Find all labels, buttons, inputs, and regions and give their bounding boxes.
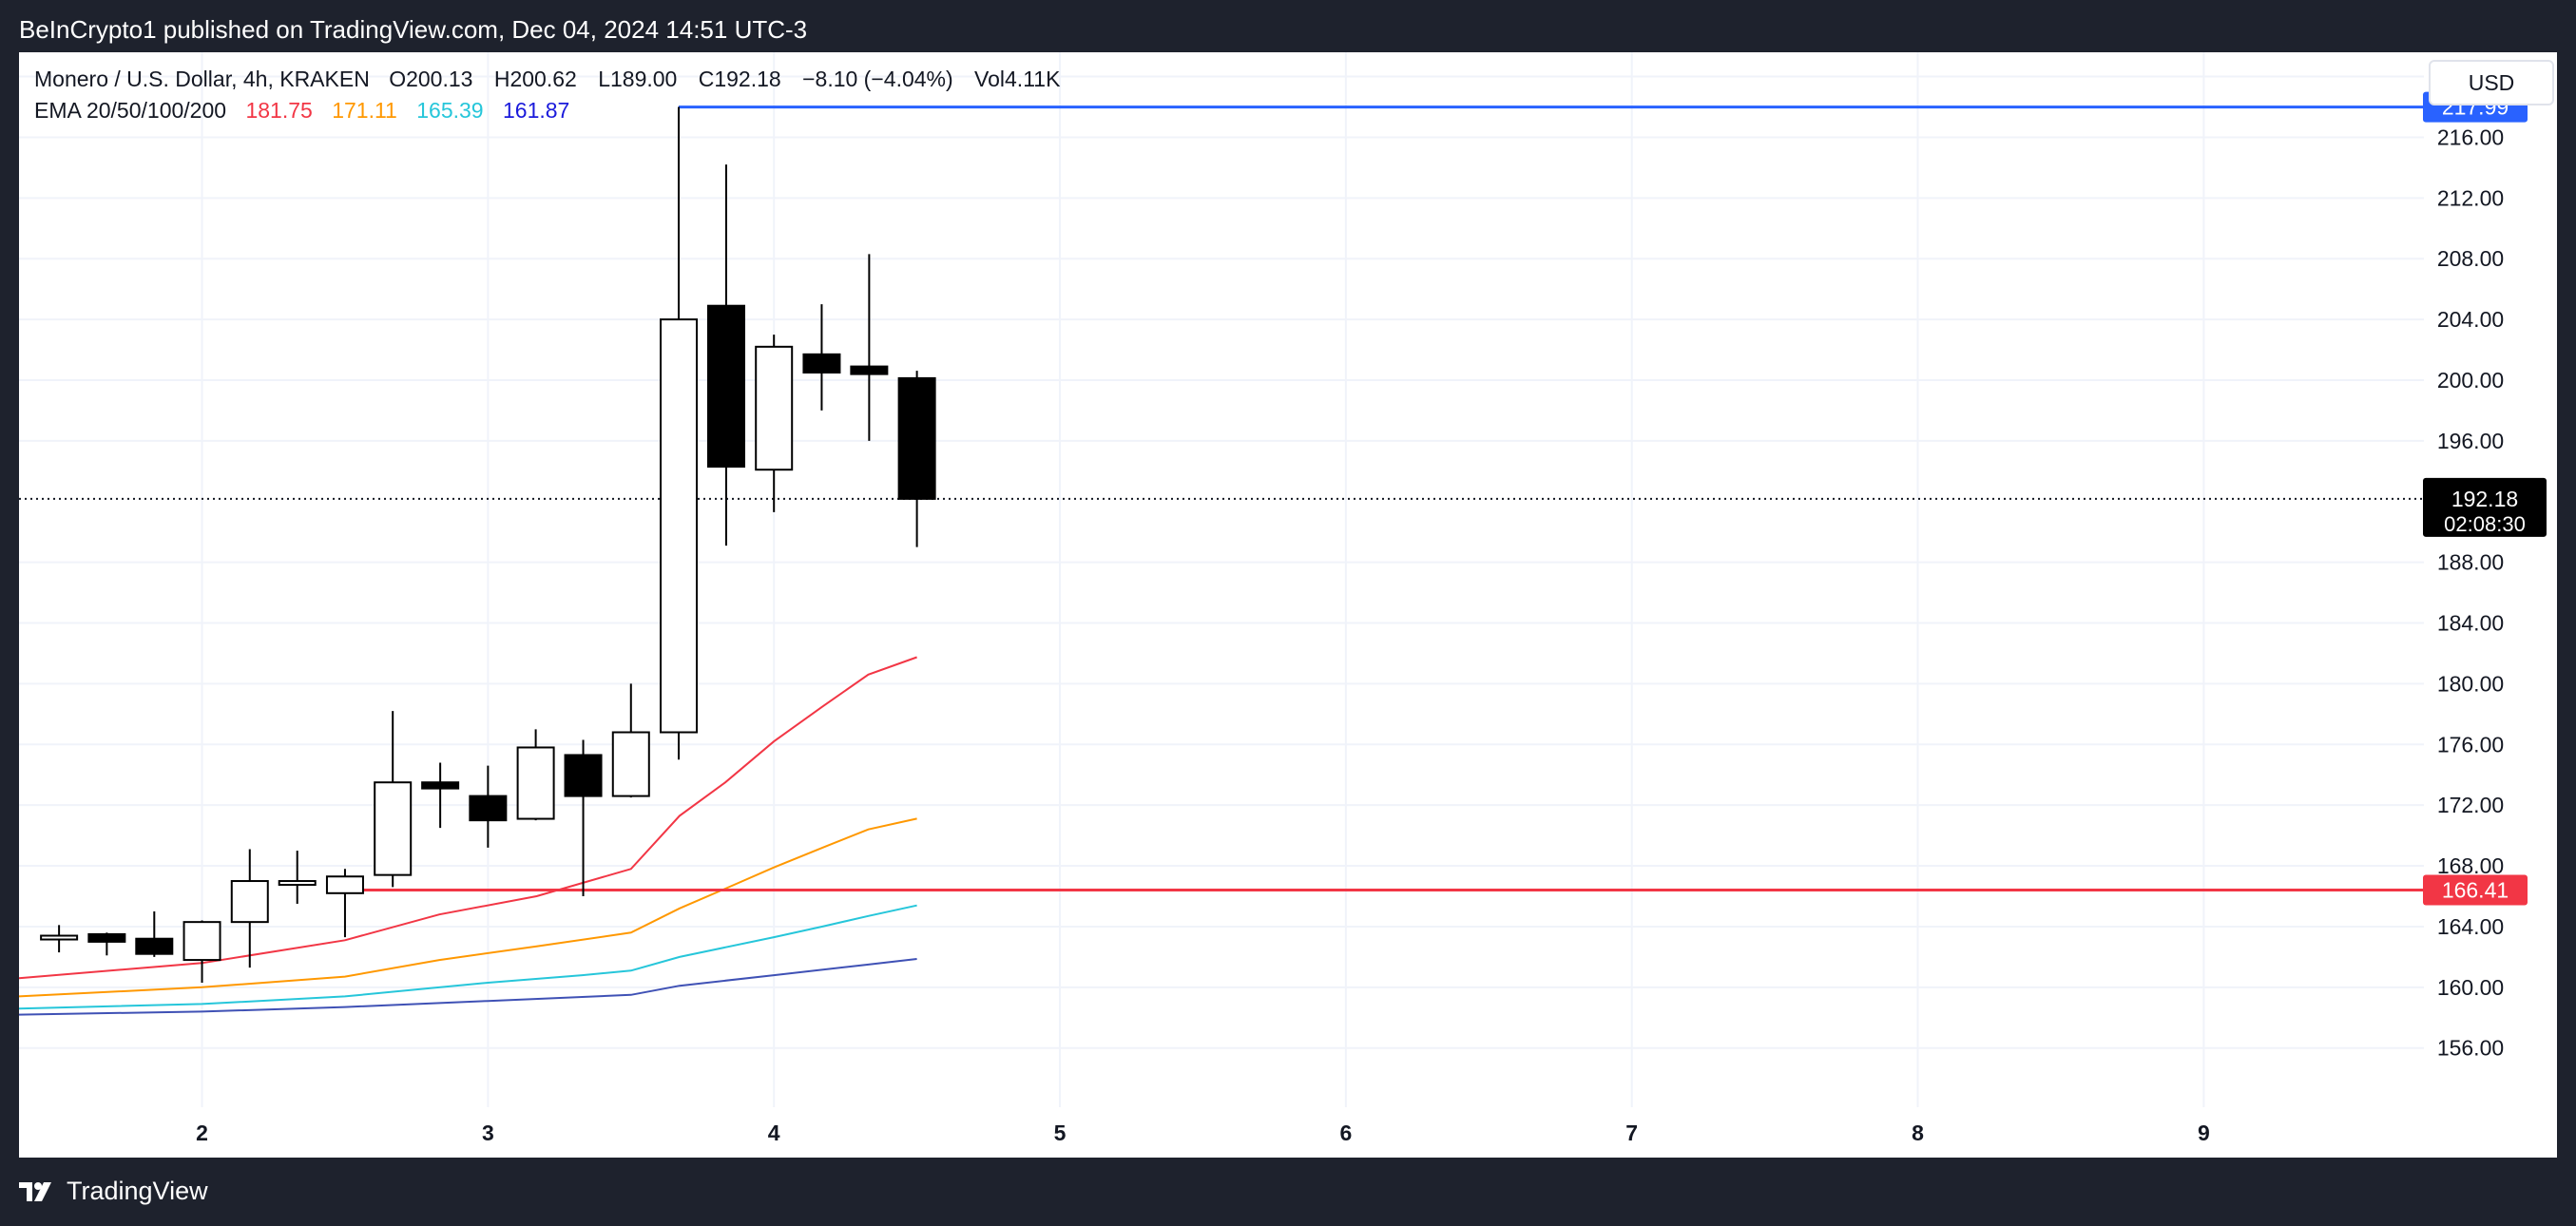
candle-body-down (87, 932, 126, 943)
y-tick-label: 196.00 (2437, 429, 2504, 453)
candle-body-up (230, 880, 269, 924)
low-value: L189.00 (598, 67, 678, 91)
x-tick-label: 3 (482, 1121, 494, 1145)
candle-body-up (516, 746, 555, 820)
published-header: BeInCrypto1 published on TradingView.com… (0, 0, 2576, 52)
price-tag-label: 166.41 (2442, 877, 2509, 902)
price-chart[interactable]: 156.00 160.00 164.00 168.00 172.00 176.00 180.… (0, 0, 2576, 1158)
x-tick-label: 4 (768, 1121, 780, 1145)
candle-body-down (135, 937, 174, 955)
y-tick-label: 160.00 (2437, 975, 2504, 1000)
tradingview-brand[interactable]: TradingView (19, 1177, 208, 1206)
symbol-name: Monero / U.S. Dollar, 4h, KRAKEN (34, 67, 370, 91)
x-tick-label: 7 (1625, 1121, 1638, 1145)
y-tick-label: 176.00 (2437, 732, 2504, 757)
y-tick-label: 168.00 (2437, 853, 2504, 878)
candle-body-up (40, 934, 79, 941)
footer-bar (0, 1158, 2576, 1226)
y-tick-label: 184.00 (2437, 611, 2504, 636)
change-value: −8.10 (−4.04%) (802, 67, 953, 91)
published-text: BeInCrypto1 published on TradingView.com… (19, 15, 808, 44)
ema-label: EMA 20/50/100/200 (34, 98, 227, 123)
currency-button[interactable]: USD (2429, 60, 2554, 105)
candle-body-up (278, 880, 317, 887)
candle-body-up (325, 875, 364, 894)
candle-body-up (660, 318, 699, 734)
candle-body-down (421, 781, 460, 790)
x-tick-label: 5 (1054, 1121, 1067, 1145)
x-tick-label: 9 (2198, 1121, 2210, 1145)
candle-countdown-label: 02:08:30 (2444, 512, 2526, 536)
y-tick-label: 188.00 (2437, 550, 2504, 575)
x-tick-label: 8 (1912, 1121, 1924, 1145)
symbol-legend: Monero / U.S. Dollar, 4h, KRAKEN O200.13… (34, 67, 1073, 92)
y-tick-label: 212.00 (2437, 185, 2504, 210)
last-price-label: 192.18 (2451, 487, 2518, 511)
open-value: O200.13 (389, 67, 473, 91)
support-price-tag (2423, 874, 2528, 906)
candle-body-down (469, 795, 508, 822)
ema20-value: 181.75 (245, 98, 313, 123)
ema100-value: 165.39 (416, 98, 484, 123)
y-tick-label: 200.00 (2437, 368, 2504, 393)
chart-panel[interactable] (19, 52, 2557, 1158)
ema-legend[interactable]: EMA 20/50/100/200 181.75 171.11 165.39 1… (34, 98, 583, 124)
y-tick-label: 164.00 (2437, 914, 2504, 939)
y-tick-label: 156.00 (2437, 1036, 2504, 1061)
candle-body-down (564, 754, 603, 797)
candle-body-down (802, 353, 841, 374)
candle-body-down (850, 365, 889, 375)
tradingview-logo-icon (19, 1181, 51, 1201)
high-value: H200.62 (493, 67, 577, 91)
y-tick-label: 172.00 (2437, 793, 2504, 817)
candle-body-up (611, 731, 650, 797)
ema50-value: 171.11 (332, 98, 397, 123)
x-tick-label: 2 (196, 1121, 208, 1145)
candle-body-up (374, 781, 413, 876)
ema-line-ema50 (18, 817, 917, 998)
y-tick-label: 216.00 (2437, 125, 2504, 149)
last-price-tag (2423, 477, 2547, 537)
volume-value: Vol4.11K (974, 67, 1061, 91)
y-tick-label: 180.00 (2437, 671, 2504, 696)
x-tick-label: 6 (1339, 1121, 1352, 1145)
candle-body-down (706, 304, 745, 469)
ema-line-ema20 (18, 656, 917, 980)
brand-name: TradingView (67, 1177, 208, 1205)
ema-line-ema200 (18, 958, 917, 1016)
candle-body-up (755, 345, 794, 471)
candle-body-down (897, 376, 936, 500)
close-value: C192.18 (698, 67, 781, 91)
y-tick-label: 208.00 (2437, 246, 2504, 271)
candle-body-up (183, 921, 221, 962)
ema-line-ema100 (18, 904, 917, 1010)
ema200-value: 161.87 (502, 98, 570, 123)
y-tick-label: 204.00 (2437, 307, 2504, 332)
